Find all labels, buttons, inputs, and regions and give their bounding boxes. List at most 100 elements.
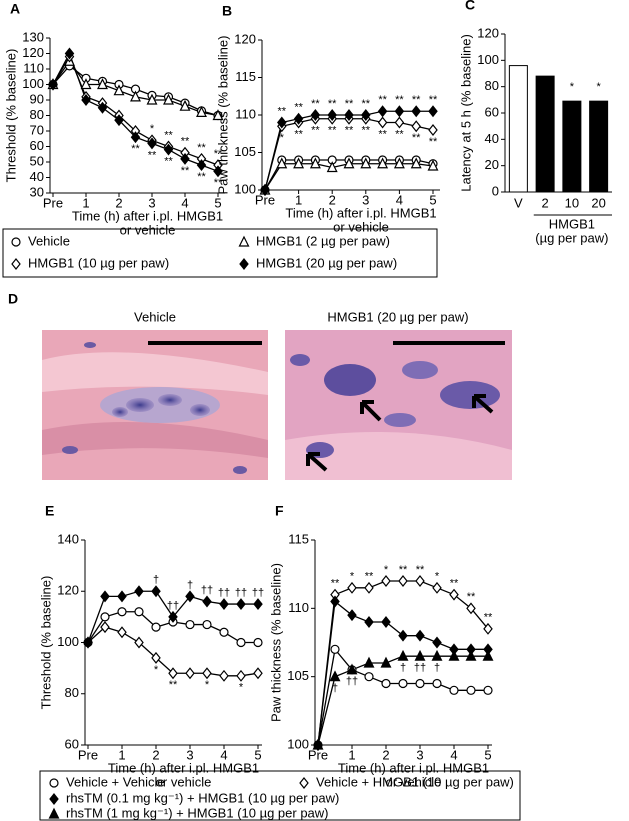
x-tick-label: 2: [542, 195, 549, 210]
data-point: [80, 78, 92, 90]
significance-mark: **: [169, 679, 178, 691]
data-point: [415, 575, 425, 587]
significance-mark: **: [365, 571, 374, 583]
data-point: [360, 157, 372, 169]
legend-box: [2, 228, 438, 278]
data-point: [277, 116, 287, 129]
data-point: [134, 585, 144, 598]
x-tick-label: 3: [148, 195, 155, 210]
y-tick-label: 80: [30, 107, 44, 122]
data-point: [414, 649, 426, 661]
data-point: [151, 622, 161, 632]
x-tick-label: 5: [484, 747, 491, 762]
data-point: [466, 685, 476, 695]
data-point: [236, 637, 246, 648]
x-tick-label: 20: [591, 195, 605, 210]
y-tick-label: 120: [22, 45, 44, 60]
bar: [589, 100, 609, 193]
significance-mark: †: [153, 574, 159, 586]
data-point: [202, 619, 212, 630]
x-tick-label: Pre: [43, 195, 63, 210]
data-point: [202, 667, 212, 680]
significance-mark: **: [429, 94, 438, 106]
data-point: [411, 105, 421, 118]
x-axis-title: Time (h) after i.pl. HMGB1: [108, 760, 259, 775]
data-point: [97, 78, 108, 90]
y-axis-title: Paw thickness (% baseline): [215, 36, 230, 195]
legend-marker: [49, 793, 59, 805]
data-point: [253, 667, 263, 680]
y-tick-label: 60: [30, 138, 44, 153]
legend-marker: [48, 807, 60, 819]
significance-mark: *: [384, 564, 389, 576]
x-axis-title: or vehicle: [156, 774, 212, 789]
group-label: (µg per paw): [535, 230, 608, 245]
significance-mark: **: [450, 578, 459, 590]
data-point: [449, 685, 459, 695]
x-tick-label: 5: [214, 195, 221, 210]
data-point: [394, 116, 405, 129]
data-point: [253, 637, 263, 648]
significance-mark: **: [395, 128, 404, 140]
significance-mark: ††: [252, 587, 264, 599]
data-point: [344, 109, 354, 121]
data-point: [253, 598, 263, 611]
data-point: [381, 678, 391, 689]
data-point: [482, 649, 494, 661]
data-point: [180, 152, 190, 165]
significance-mark: **: [181, 136, 190, 148]
data-point: [97, 101, 108, 114]
panel-label: C: [465, 0, 475, 13]
x-tick-label: 2: [152, 747, 159, 762]
data-point: [431, 649, 443, 661]
legend-marker: [238, 235, 250, 247]
x-tick-label: 2: [329, 192, 336, 207]
data-point: [310, 109, 321, 121]
x-axis-title: Time (h) after i.pl. HMGB1: [72, 208, 223, 223]
data-point: [377, 116, 388, 129]
data-point: [219, 598, 229, 611]
image-title: HMGB1 (20 µg per paw): [327, 309, 468, 324]
significance-mark: †: [187, 579, 193, 591]
legend-box: [39, 770, 521, 821]
significance-mark: †: [434, 662, 440, 674]
significance-mark: **: [278, 105, 287, 117]
significance-mark: **: [412, 94, 421, 106]
x-axis-title: or vehicle: [120, 222, 176, 237]
significance-mark: ††: [201, 584, 213, 596]
significance-mark: **: [331, 578, 340, 590]
x-tick-label: 3: [362, 192, 369, 207]
x-axis-title: Time (h) after i.pl. HMGB1: [338, 760, 489, 775]
significance-mark: **: [197, 142, 206, 154]
x-tick-label: 2: [115, 195, 122, 210]
data-point: [309, 157, 321, 169]
data-point: [114, 114, 124, 127]
significance-mark: **: [328, 125, 337, 137]
significance-mark: **: [412, 132, 421, 144]
y-tick-label: 60: [65, 736, 79, 751]
y-tick-label: 100: [287, 736, 309, 751]
significance-mark: **: [467, 591, 476, 603]
x-tick-label: Pre: [78, 747, 98, 762]
data-point: [343, 157, 355, 169]
significance-mark: ††: [235, 587, 247, 599]
data-point: [377, 157, 389, 169]
data-point: [100, 612, 110, 622]
significance-mark: ††: [167, 600, 179, 612]
y-tick-label: 105: [287, 668, 309, 683]
y-tick-label: 50: [30, 153, 44, 168]
x-tick-label: V: [514, 195, 523, 210]
group-label: HMGB1: [549, 216, 595, 231]
data-point: [449, 588, 459, 601]
y-tick-label: 120: [234, 31, 256, 46]
y-tick-label: 80: [485, 78, 499, 93]
x-tick-label: 3: [416, 747, 423, 762]
data-point: [48, 78, 58, 91]
data-point: [196, 159, 207, 172]
x-tick-label: 1: [295, 192, 302, 207]
significance-mark: *: [205, 679, 210, 691]
y-tick-label: 110: [235, 106, 256, 121]
x-axis-title: or vehicle: [333, 219, 389, 234]
significance-mark: **: [362, 125, 371, 137]
data-point: [151, 651, 161, 664]
